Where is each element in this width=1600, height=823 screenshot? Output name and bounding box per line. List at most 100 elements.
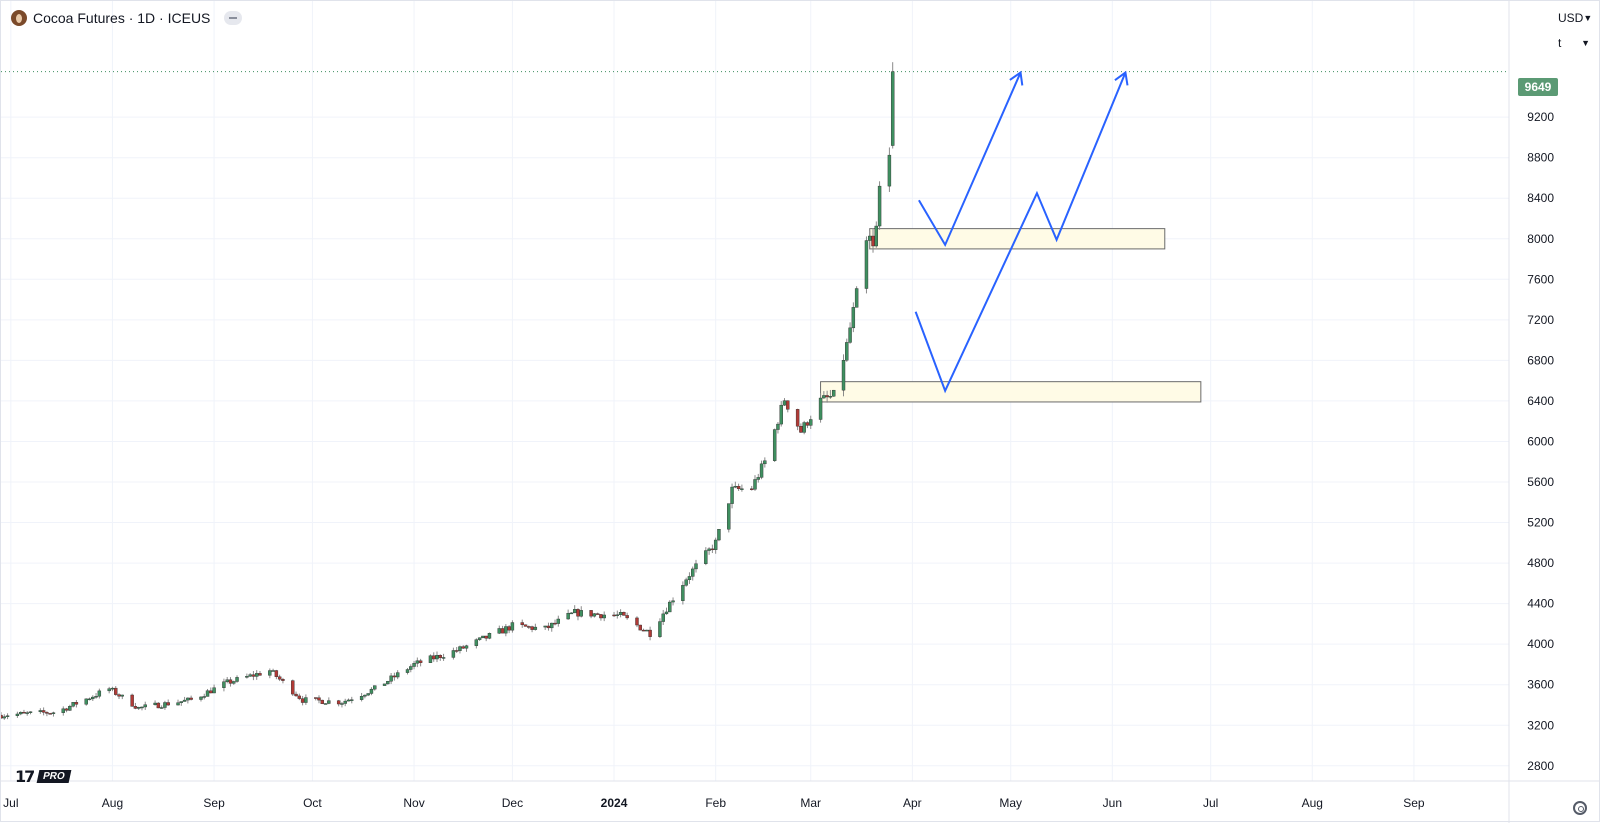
candle-body — [232, 681, 236, 684]
candle-body — [366, 693, 370, 696]
candle-body — [91, 696, 95, 700]
y-tick-label: 3200 — [1527, 718, 1554, 732]
candle-body — [45, 712, 49, 714]
cocoa-symbol-icon — [11, 10, 27, 26]
tradingview-logo[interactable]: 17 PRO — [15, 767, 72, 786]
candle-body — [258, 673, 262, 676]
candle-body — [140, 706, 144, 709]
candle-body — [346, 699, 351, 702]
candle-body — [848, 327, 852, 343]
candle-body — [841, 359, 846, 391]
currency-select[interactable]: USD ▼ — [1553, 7, 1595, 29]
candle-body — [556, 618, 561, 624]
candle-body — [51, 712, 56, 714]
collapse-legend-button[interactable] — [224, 11, 243, 25]
candle-body — [48, 713, 52, 715]
candle-body — [622, 612, 626, 616]
candle-body — [707, 548, 711, 551]
support-zone — [869, 228, 1166, 250]
candle-body — [681, 585, 685, 601]
candle-body — [386, 681, 390, 685]
logo-mark: 17 — [15, 767, 35, 786]
candle-body — [74, 702, 79, 705]
candle-body — [235, 677, 239, 682]
candle-body — [389, 675, 393, 682]
candle-body — [740, 488, 744, 490]
candle-body — [530, 626, 534, 630]
candle-body — [684, 579, 688, 586]
candle-body — [763, 460, 767, 465]
chevron-down-icon: ▼ — [1581, 38, 1590, 48]
candle-body — [615, 614, 620, 616]
candle-body — [569, 612, 574, 615]
y-tick-label: 5200 — [1527, 516, 1554, 530]
last-price-tag: 9649 — [1518, 78, 1558, 96]
y-tick-label: 8000 — [1527, 232, 1554, 246]
x-tick-label: May — [999, 796, 1022, 810]
candle-body — [251, 674, 256, 677]
candle-body — [409, 666, 413, 670]
unit-select[interactable]: t ▼ — [1553, 32, 1595, 54]
x-tick-label: Aug — [102, 796, 123, 810]
candle-body — [228, 679, 233, 684]
candle-body — [694, 563, 698, 570]
candle-body — [97, 690, 102, 697]
candle-body — [618, 612, 623, 615]
candle-body — [189, 697, 193, 700]
settings-gear-icon[interactable] — [1573, 801, 1587, 815]
candle-body — [5, 715, 10, 717]
candle-body — [599, 614, 603, 619]
y-tick-label: 2800 — [1527, 759, 1554, 773]
candle-body — [851, 307, 856, 329]
x-tick-label: Aug — [1302, 796, 1323, 810]
candle-body — [887, 154, 892, 187]
chart-title: Cocoa Futures · 1D · ICEUS — [33, 10, 211, 26]
candle-body — [225, 679, 229, 682]
x-tick-label: Jun — [1103, 796, 1122, 810]
y-tick-label: 7200 — [1527, 313, 1554, 327]
candle-body — [527, 626, 531, 628]
candle-body — [438, 654, 442, 658]
candle-body — [877, 185, 882, 227]
candle-body — [477, 637, 482, 640]
chevron-down-icon: ▼ — [1583, 13, 1593, 23]
candle-body — [117, 694, 121, 697]
candle-body — [163, 702, 167, 708]
candle-body — [461, 646, 465, 649]
candle-body — [84, 698, 88, 705]
candle-body — [687, 576, 692, 581]
y-tick-label: 8400 — [1527, 191, 1554, 205]
candle-body — [890, 71, 895, 146]
candle-body — [300, 698, 305, 703]
candle-body — [481, 635, 485, 638]
candle-body — [589, 610, 593, 617]
candle-body — [635, 617, 639, 626]
candle-body — [786, 400, 790, 410]
candle-body — [805, 422, 810, 426]
candle-body — [274, 670, 279, 677]
candle-body — [645, 629, 649, 632]
candle-body — [504, 626, 508, 634]
candle-body — [638, 624, 642, 631]
candle-body — [458, 646, 462, 651]
candle-body — [343, 700, 347, 704]
candle-body — [579, 610, 583, 617]
candle-body — [94, 696, 98, 698]
y-tick-label: 3600 — [1527, 678, 1554, 692]
candle-body — [625, 615, 629, 619]
y-tick-label: 6800 — [1527, 353, 1554, 367]
candle-body — [418, 660, 423, 663]
candle-body — [405, 669, 410, 673]
symbol-legend[interactable]: Cocoa Futures · 1D · ICEUS — [11, 10, 243, 26]
candle-body — [592, 613, 597, 617]
candle-body — [159, 707, 164, 709]
candle-body — [369, 688, 374, 694]
projection-arrowhead — [1114, 70, 1129, 86]
candle-body — [776, 423, 780, 430]
candle-body — [566, 613, 570, 620]
candle-body — [277, 676, 282, 680]
candle-body — [730, 486, 734, 504]
candle-body — [336, 700, 341, 705]
